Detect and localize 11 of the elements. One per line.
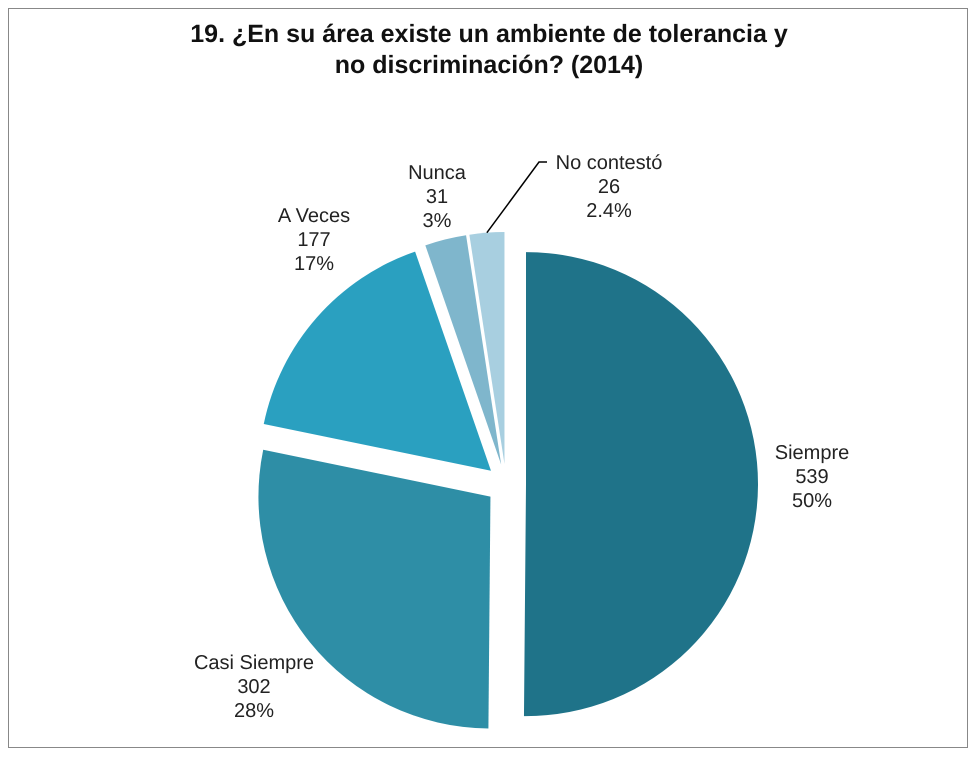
slice-label: A Veces <box>278 205 350 227</box>
data-label: 31 3% <box>422 186 452 232</box>
data-label: 539 50% <box>792 466 832 512</box>
slice-label: Casi Siempre <box>194 652 314 674</box>
slice-label: Nunca <box>408 162 467 184</box>
slice-label: No contestó <box>556 152 662 174</box>
chart-title: 19. ¿En su área existe un ambiente de tolerancia y no discriminación? (2014) <box>189 19 789 81</box>
slice-label: Siempre <box>774 442 850 464</box>
data-label: 177 17% <box>294 229 334 275</box>
data-label: 302 28% <box>234 676 274 722</box>
data-label: 26 2.4% <box>586 176 632 222</box>
